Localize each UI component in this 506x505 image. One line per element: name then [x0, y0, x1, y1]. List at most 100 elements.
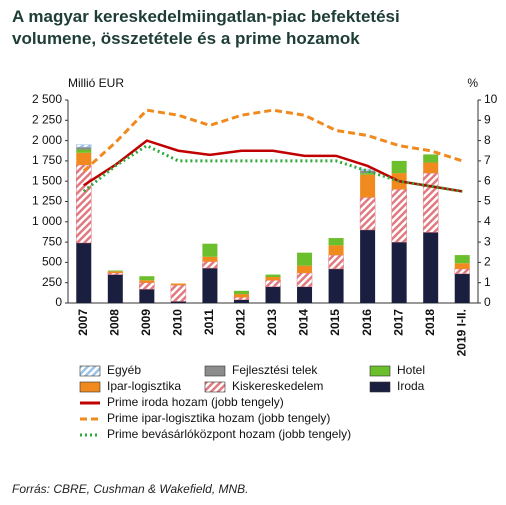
bar-segment [454, 268, 470, 275]
x-tick-label: 2008 [107, 309, 121, 336]
bar-segment [328, 245, 344, 256]
bar-segment [360, 173, 376, 175]
bar-segment [265, 277, 281, 281]
bar-segment [265, 286, 281, 303]
bar-segment [202, 243, 218, 257]
bar-segment [107, 270, 123, 272]
y2-axis-label: % [467, 76, 478, 90]
bar-segment [233, 290, 249, 295]
y2-tick-label: 10 [484, 92, 498, 106]
bar-segment [139, 282, 155, 290]
x-tick-label: 2011 [202, 309, 216, 335]
bar-segment [202, 256, 218, 262]
bar-segment [76, 144, 92, 148]
bar-segment [328, 254, 344, 270]
legend-label: Ipar-logisztika [107, 379, 181, 393]
y2-tick-label: 8 [484, 133, 491, 147]
x-tick-label: 2015 [328, 309, 342, 336]
chart-title: A magyar kereskedelmiingatlan-piac befek… [12, 7, 400, 48]
x-tick-label: 2018 [423, 309, 437, 336]
legend-label: Prime bevásárlóközpont hozam (jobb tenge… [107, 427, 351, 441]
x-tick-label: 2017 [391, 309, 405, 336]
bar-segment [360, 174, 376, 198]
legend-swatch [369, 365, 391, 377]
bar-segment [423, 232, 439, 303]
x-tick-label: 2013 [265, 309, 279, 336]
bar-segment [76, 164, 92, 244]
legend-label: Hotel [397, 363, 425, 377]
bar-segment [360, 229, 376, 303]
bar-segment [139, 280, 155, 283]
x-tick-label: 2009 [139, 309, 153, 336]
y-tick-label: 1 750 [32, 153, 62, 167]
y-tick-label: 2 250 [32, 112, 62, 126]
y-axis-label: Millió EUR [68, 76, 124, 90]
bar-segment [202, 261, 218, 269]
bar-segment [423, 154, 439, 163]
bar-segment [454, 273, 470, 303]
y2-tick-label: 6 [484, 173, 491, 187]
y2-tick-label: 9 [484, 112, 491, 126]
bar-segment [202, 268, 218, 303]
bar-segment [107, 272, 124, 275]
bar-segment [76, 147, 92, 150]
line-series [82, 143, 463, 193]
x-tick-label: 2007 [76, 309, 90, 336]
bar-segment [422, 172, 439, 233]
y-tick-label: 1 000 [32, 214, 62, 228]
legend-swatch [79, 381, 101, 393]
y-tick-label: 500 [42, 255, 62, 269]
bar-segment [328, 268, 344, 303]
legend-label: Prime ipar-logisztika hozam (jobb tengel… [107, 411, 330, 425]
y-tick-label: 1 500 [32, 173, 62, 187]
y2-tick-label: 5 [484, 194, 491, 208]
bar-segment [76, 149, 92, 153]
bar-segment [296, 272, 313, 288]
bar-segment [233, 299, 249, 303]
legend-label: Egyéb [107, 363, 141, 377]
bar-segment [265, 274, 281, 278]
bar-segment [391, 189, 407, 243]
y-tick-label: 750 [42, 234, 62, 248]
x-tick-label: 2019 I-II. [454, 309, 468, 356]
bar-segment [454, 255, 470, 264]
bar-segment [454, 263, 470, 269]
legend-swatch [204, 365, 226, 377]
bar-segment [423, 162, 439, 174]
bar-segment [328, 238, 344, 246]
bar-segment [170, 301, 186, 303]
y-tick-label: 0 [55, 295, 62, 309]
y-tick-label: 2 000 [32, 133, 62, 147]
y2-tick-label: 1 [484, 275, 491, 289]
legend-label: Prime iroda hozam (jobb tengely) [107, 395, 284, 409]
bar-segment [107, 271, 123, 273]
bar-segment [359, 197, 376, 231]
y2-tick-label: 2 [484, 255, 491, 269]
x-tick-label: 2010 [171, 309, 185, 336]
y2-tick-label: 3 [484, 234, 491, 248]
bar-segment [233, 297, 250, 301]
x-tick-label: 2016 [360, 309, 374, 336]
y2-tick-label: 0 [484, 295, 491, 309]
x-tick-label: 2012 [234, 309, 248, 336]
bar-segment [170, 283, 186, 286]
source-note: Forrás: CBRE, Cushman & Wakefield, MNB. [12, 482, 249, 496]
y2-tick-label: 4 [484, 214, 491, 228]
y2-tick-label: 7 [484, 153, 491, 167]
bar-segment [76, 242, 92, 303]
legend-swatch [204, 381, 226, 393]
bar-segment [297, 252, 313, 266]
legend-label: Fejlesztési telek [232, 363, 318, 377]
legend-swatch [79, 365, 101, 377]
bar-segment [170, 284, 187, 302]
bar-segment [297, 265, 313, 273]
y-tick-label: 250 [42, 275, 62, 289]
bar-segment [139, 289, 155, 303]
legend-label: Kiskereskedelem [232, 379, 323, 393]
legend-label: Iroda [397, 379, 425, 393]
bar-segment [360, 170, 376, 174]
bar-segment [297, 286, 313, 303]
bar-segment [76, 152, 92, 165]
